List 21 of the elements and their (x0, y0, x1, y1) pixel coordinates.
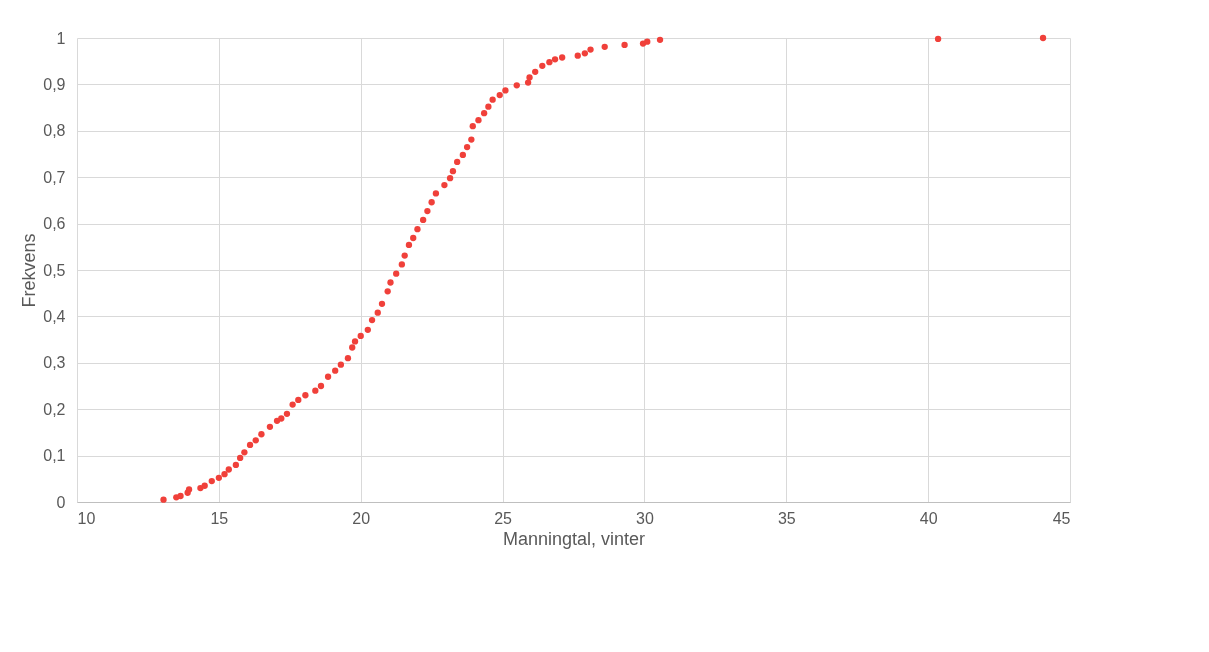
x-tick-label: 25 (494, 509, 513, 527)
x-tick-label: 35 (777, 509, 796, 527)
y-axis-title: Frekvens (19, 233, 40, 308)
x-tick-label: 10 (77, 509, 96, 527)
y-tick-label: 1 (56, 29, 66, 47)
y-tick-label: 0,1 (43, 447, 66, 465)
y-tick-label: 0,6 (43, 215, 66, 233)
y-tick-label: 0,3 (43, 354, 66, 372)
x-tick-label: 40 (919, 509, 938, 527)
y-tick-label: 0,7 (43, 168, 66, 186)
x-axis-title: Manningtal, vinter (502, 528, 646, 549)
x-tick-label: 30 (636, 509, 654, 527)
x-tick-label: 15 (210, 509, 229, 527)
y-tick-label: 0,8 (43, 122, 66, 140)
y-tick-label: 0,4 (43, 307, 66, 325)
y-tick-label: 0,2 (43, 400, 66, 418)
x-tick-label: 45 (1052, 509, 1071, 527)
y-tick-label: 0,9 (43, 75, 66, 93)
x-tick-label: 20 (352, 509, 371, 527)
y-tick-label: 0,5 (43, 261, 66, 279)
y-tick-label: 0 (56, 493, 66, 511)
